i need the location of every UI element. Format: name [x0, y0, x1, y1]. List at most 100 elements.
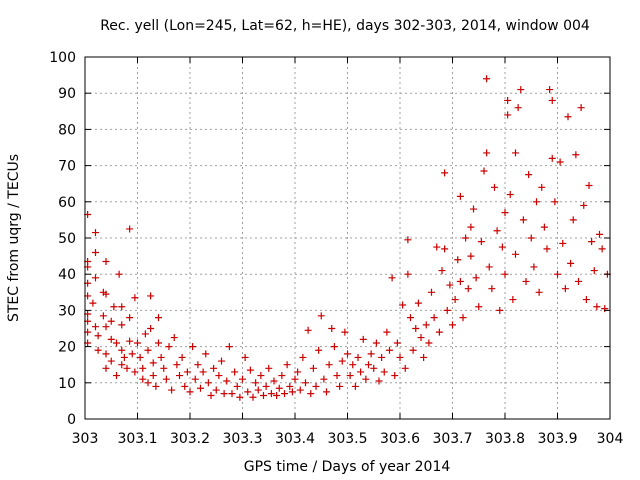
data-point — [155, 314, 162, 322]
data-point — [422, 321, 430, 329]
data-point — [577, 104, 585, 112]
data-point — [270, 377, 278, 385]
data-point — [194, 361, 202, 369]
data-point — [120, 353, 128, 361]
data-point — [598, 245, 606, 253]
data-point — [559, 239, 567, 247]
data-point — [483, 75, 491, 83]
data-point — [501, 270, 509, 278]
data-point — [141, 330, 149, 338]
data-point — [512, 250, 519, 258]
data-point — [564, 113, 572, 121]
data-point — [491, 183, 498, 191]
y-axis-label: STEC from uqrg / TECUs — [6, 154, 22, 322]
data-point — [107, 317, 115, 325]
data-point — [123, 364, 131, 372]
data-point — [525, 171, 533, 179]
y-tick-label: 10 — [58, 376, 76, 392]
data-point — [207, 391, 215, 399]
data-point — [498, 243, 506, 251]
x-tick-label: 303.9 — [537, 431, 577, 447]
data-point — [257, 372, 265, 380]
data-point — [548, 96, 556, 104]
data-point — [504, 96, 512, 104]
data-point — [168, 386, 176, 394]
data-point — [519, 216, 527, 224]
x-axis-tick-labels: 303 303.1 303.2 303.3 303.4 303.5 303.6 303.7 30… — [72, 431, 624, 447]
data-point — [178, 353, 186, 361]
data-point — [299, 353, 307, 361]
data-point — [170, 334, 178, 342]
data-point — [254, 386, 262, 394]
data-point — [504, 111, 512, 119]
data-point — [126, 225, 134, 233]
data-point — [459, 314, 467, 322]
data-point — [443, 306, 451, 314]
data-point — [157, 353, 165, 361]
data-point — [92, 274, 99, 282]
data-point — [228, 390, 236, 398]
data-point — [102, 364, 110, 372]
data-point — [378, 353, 386, 361]
data-point — [509, 296, 517, 304]
data-point — [593, 303, 601, 311]
data-point — [535, 288, 543, 296]
data-point — [582, 296, 590, 304]
data-point — [283, 361, 291, 369]
data-point — [323, 388, 330, 396]
data-point — [218, 357, 225, 365]
data-point — [149, 359, 157, 367]
data-point — [391, 372, 399, 380]
data-point — [488, 285, 496, 293]
y-tick-label: 30 — [58, 303, 76, 319]
data-point — [517, 86, 525, 94]
y-tick-label: 40 — [58, 267, 76, 283]
data-point — [107, 357, 115, 365]
data-point — [522, 277, 530, 285]
data-point — [139, 364, 147, 372]
data-point — [139, 375, 147, 383]
data-point — [464, 285, 472, 293]
x-tick-label: 303.5 — [327, 431, 367, 447]
data-point — [435, 328, 443, 336]
data-point — [152, 382, 160, 390]
data-point — [275, 384, 283, 392]
x-tick-label: 303.4 — [275, 431, 315, 447]
data-point — [480, 167, 488, 175]
y-tick-label: 80 — [58, 122, 76, 138]
data-point — [354, 353, 362, 361]
data-point — [441, 245, 449, 253]
data-point — [225, 343, 233, 351]
data-point — [202, 350, 210, 358]
data-point — [538, 183, 546, 191]
data-point — [92, 248, 99, 256]
data-point — [307, 390, 315, 398]
data-point — [472, 274, 480, 282]
data-point — [239, 375, 246, 383]
x-tick-label: 303.8 — [485, 431, 525, 447]
data-point — [176, 372, 183, 380]
data-point — [438, 267, 446, 275]
data-point — [147, 325, 155, 332]
data-point — [160, 364, 168, 372]
data-point — [367, 350, 375, 358]
x-tick-label: 303.2 — [170, 431, 210, 447]
data-point — [512, 149, 519, 157]
data-point — [351, 382, 359, 390]
data-point — [89, 299, 97, 307]
data-point — [249, 393, 257, 401]
data-point — [304, 326, 312, 334]
data-point — [551, 198, 559, 206]
x-tick-label: 304 — [597, 431, 624, 447]
data-point — [131, 368, 139, 376]
data-point — [267, 390, 275, 398]
data-point — [126, 337, 134, 345]
data-point — [273, 391, 281, 399]
data-point — [359, 335, 367, 343]
data-point — [501, 209, 509, 217]
data-point — [467, 223, 475, 231]
data-point — [380, 368, 388, 376]
data-point — [399, 301, 407, 309]
data-point — [540, 223, 548, 231]
data-point — [404, 270, 412, 278]
